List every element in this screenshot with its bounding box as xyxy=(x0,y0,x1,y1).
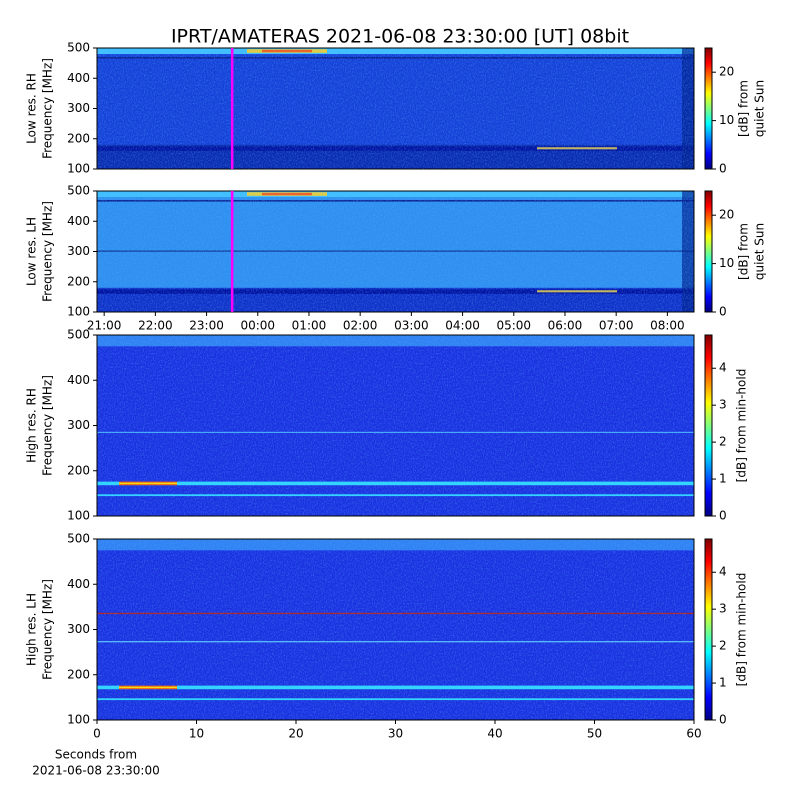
x-tick-label: 50 xyxy=(587,727,602,741)
colorbar-tick-label: 4 xyxy=(719,361,727,375)
x-tick-label: 60 xyxy=(686,727,701,741)
y-tick-label: 500 xyxy=(67,328,90,342)
y-tick-label: 100 xyxy=(67,162,90,176)
colorbar xyxy=(704,538,713,721)
spectrogram xyxy=(97,539,694,720)
x-tick-label: 06:00 xyxy=(548,319,583,333)
colorbar xyxy=(704,334,713,517)
x-tick-label: 30 xyxy=(388,727,403,741)
colorbar-tick-label: 20 xyxy=(719,65,734,79)
x-tick-label: 05:00 xyxy=(496,319,531,333)
colorbar-tick-label: 2 xyxy=(719,639,727,653)
spectrogram xyxy=(97,335,694,516)
x-tick-label: 20 xyxy=(288,727,303,741)
colorbar-tick-label: 3 xyxy=(719,398,727,412)
y-tick-label: 300 xyxy=(67,244,90,258)
colorbar-tick-label: 4 xyxy=(719,565,727,579)
colorbar-label: quiet Sun xyxy=(753,80,767,137)
x-tick-label: 04:00 xyxy=(445,319,480,333)
x-tick-label: 23:00 xyxy=(189,319,224,333)
y-tick-label: 500 xyxy=(67,184,90,198)
y-axis-label: Frequency [MHz] xyxy=(41,201,55,302)
x-tick-label: 08:00 xyxy=(650,319,685,333)
colorbar-tick-label: 1 xyxy=(719,472,727,486)
x-tick-label: 0 xyxy=(93,727,101,741)
y-tick-label: 400 xyxy=(67,71,90,85)
noise xyxy=(97,539,694,720)
x-tick-label: 40 xyxy=(487,727,502,741)
colorbar-tick-label: 2 xyxy=(719,435,727,449)
y-tick-label: 300 xyxy=(67,418,90,432)
spectrogram xyxy=(97,48,694,169)
x-tick-label: 01:00 xyxy=(292,319,327,333)
x-tick-label: 10 xyxy=(189,727,204,741)
x-tick-label: 02:00 xyxy=(343,319,378,333)
x-tick-label: 21:00 xyxy=(87,319,122,333)
noise xyxy=(97,335,694,516)
y-axis-label: High res. RH xyxy=(25,388,39,463)
colorbar xyxy=(704,47,713,170)
colorbar-label: [dB] from min-hold xyxy=(735,369,749,483)
y-axis-label: Frequency [MHz] xyxy=(41,58,55,159)
noise xyxy=(97,48,694,169)
x-axis-label: 2021-06-08 23:30:00 xyxy=(32,764,159,778)
colorbar-tick-label: 20 xyxy=(719,208,734,222)
colorbar-tick-label: 0 xyxy=(719,305,727,319)
y-tick-label: 400 xyxy=(67,577,90,591)
x-tick-label: 00:00 xyxy=(240,319,275,333)
colorbar-tick-label: 10 xyxy=(719,113,734,127)
y-axis-label: Frequency [MHz] xyxy=(41,375,55,476)
y-axis-label: Frequency [MHz] xyxy=(41,579,55,680)
colorbar-label: quiet Sun xyxy=(753,223,767,280)
noise xyxy=(97,191,694,312)
chart-title: IPRT/AMATERAS 2021-06-08 23:30:00 [UT] 0… xyxy=(171,26,629,48)
colorbar-tick-label: 0 xyxy=(719,509,727,523)
y-tick-label: 200 xyxy=(67,463,90,477)
y-axis-label: Low res. LH xyxy=(25,217,39,286)
y-tick-label: 400 xyxy=(67,214,90,228)
y-axis-label: Low res. RH xyxy=(25,73,39,144)
colorbar-label: [dB] from min-hold xyxy=(735,573,749,687)
y-tick-label: 100 xyxy=(67,305,90,319)
colorbar-tick-label: 0 xyxy=(719,162,727,176)
y-tick-label: 300 xyxy=(67,622,90,636)
y-axis-label: High res. LH xyxy=(25,593,39,666)
y-tick-label: 300 xyxy=(67,101,90,115)
colorbar xyxy=(704,190,713,313)
y-tick-label: 500 xyxy=(67,532,90,546)
x-tick-label: 22:00 xyxy=(138,319,173,333)
colorbar-label: [dB] from xyxy=(737,80,751,137)
colorbar-tick-label: 0 xyxy=(719,713,727,727)
y-tick-label: 400 xyxy=(67,373,90,387)
y-tick-label: 200 xyxy=(67,667,90,681)
y-tick-label: 100 xyxy=(67,713,90,727)
colorbar-tick-label: 10 xyxy=(719,256,734,270)
y-tick-label: 500 xyxy=(67,41,90,55)
y-tick-label: 100 xyxy=(67,509,90,523)
x-tick-label: 03:00 xyxy=(394,319,429,333)
x-tick-label: 07:00 xyxy=(599,319,634,333)
colorbar-label: [dB] from xyxy=(737,223,751,280)
y-tick-label: 200 xyxy=(67,131,90,145)
y-tick-label: 200 xyxy=(67,274,90,288)
spectrogram xyxy=(97,191,694,312)
colorbar-tick-label: 1 xyxy=(719,676,727,690)
x-axis-label: Seconds from xyxy=(55,748,137,762)
colorbar-tick-label: 3 xyxy=(719,602,727,616)
